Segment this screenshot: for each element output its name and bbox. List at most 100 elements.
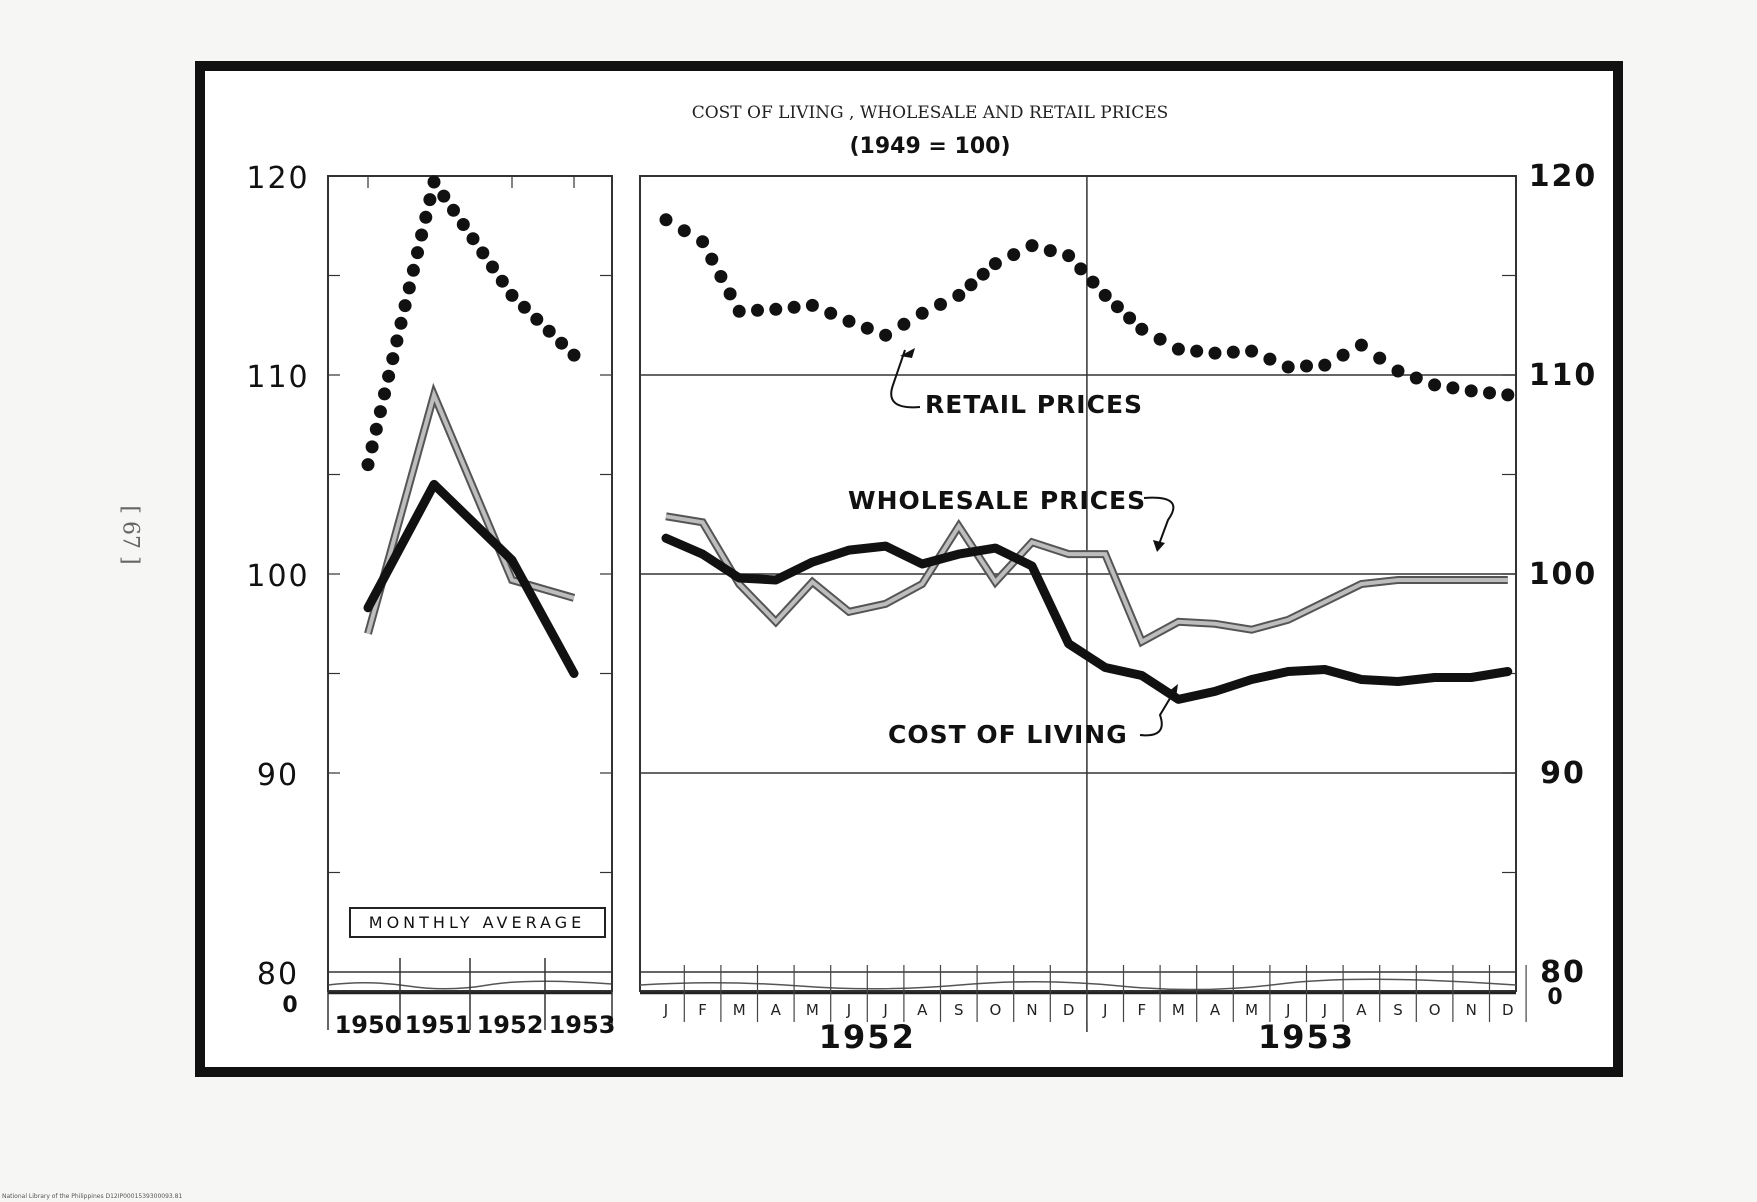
y-tick-label-right: 110	[1529, 358, 1598, 393]
y-zero-label-left: 0	[282, 993, 297, 1018]
y-tick-label-left: 110	[246, 360, 309, 395]
y-tick-label-left: 100	[246, 559, 309, 594]
month-label: J	[1322, 1001, 1327, 1019]
grid-layer	[327, 175, 1527, 1032]
annual-retail-dot	[373, 405, 387, 419]
monthly-retail-dot	[1171, 342, 1185, 356]
annual-retail-dot	[406, 263, 420, 277]
month-label: A	[1356, 1001, 1367, 1019]
retail-arrowhead	[900, 348, 915, 358]
annual-retail-dot	[382, 369, 396, 383]
monthly-retail-dot	[1501, 388, 1515, 402]
annual-retail-dot	[365, 440, 379, 454]
y-tick-label-right: 90	[1540, 756, 1586, 791]
month-label: N	[1466, 1001, 1477, 1019]
month-label: M	[1172, 1001, 1185, 1019]
monthly-retail-dot	[1464, 384, 1478, 398]
monthly-retail-dot	[1025, 239, 1039, 253]
retail-arrow	[890, 349, 921, 409]
annual-retail-dot	[411, 246, 424, 260]
monthly-retail-dot	[1226, 345, 1240, 359]
annual-retail-dot	[394, 316, 408, 330]
chart-title: COST OF LIVING , WHOLESALE AND RETAIL PR…	[692, 103, 1169, 123]
annual-retail-dot	[456, 218, 470, 231]
monthly-retail-dot	[842, 314, 856, 328]
annual-x-label: 1953	[549, 1011, 616, 1039]
monthly-retail-dot	[714, 270, 728, 283]
month-label: O	[1429, 1001, 1441, 1019]
monthly-retail-dot	[1391, 364, 1405, 378]
annual-retail-dot	[486, 260, 499, 274]
month-label: N	[1026, 1001, 1037, 1019]
month-label: A	[1210, 1001, 1221, 1019]
monthly-retail-dot	[769, 302, 783, 316]
month-label: J	[1285, 1001, 1290, 1019]
monthly-retail-dot	[723, 287, 737, 301]
annual-x-label: 1951	[405, 1011, 472, 1039]
monthly-retail-dot	[1190, 344, 1204, 358]
y-tick-label-right: 80	[1540, 955, 1586, 990]
annual-retail-dot	[402, 281, 416, 295]
month-label: D	[1502, 1001, 1514, 1019]
monthly-retail-dot	[1086, 275, 1100, 289]
annual-retail-dot	[567, 348, 581, 362]
monthly-retail-dot	[751, 303, 764, 317]
monthly-retail-dot	[1062, 249, 1076, 263]
monthly-retail-dot	[1007, 248, 1021, 262]
monthly-retail-dot	[824, 306, 838, 320]
wholesale-arrow	[1143, 496, 1175, 548]
footer-text: National Library of the Philippines D12I…	[2, 1193, 183, 1200]
annual-x-label: 1950	[335, 1011, 402, 1039]
wholesale-prices-annotation: WHOLESALE PRICES	[848, 486, 1146, 515]
wholesale-arrowhead	[1153, 540, 1165, 552]
monthly-cost-of-living-line	[661, 533, 1513, 704]
annual-retail-dot	[427, 175, 441, 189]
monthly-retail-dot	[1336, 348, 1350, 362]
chart-subtitle: (1949 = 100)	[849, 134, 1010, 159]
month-label: F	[698, 1001, 707, 1019]
cost-arrow	[1139, 689, 1176, 737]
month-label: S	[1393, 1001, 1403, 1019]
monthly-retail-dot	[964, 278, 978, 292]
series-layer	[361, 175, 1515, 704]
year-label: 1953	[1258, 1018, 1355, 1056]
annual-cost-of-living-line	[363, 479, 579, 678]
monthly-retail-dot	[1263, 352, 1277, 366]
monthly-break-wave	[639, 978, 1517, 991]
cost-arrowhead	[1168, 684, 1178, 698]
annual-retail-dot	[378, 387, 391, 401]
month-label: J	[846, 1001, 851, 1019]
monthly-retail-dot	[732, 304, 746, 318]
monthly-retail-dot	[1428, 378, 1442, 392]
annual-retail-dot	[530, 312, 544, 326]
monthly-retail-dot	[1483, 386, 1496, 400]
annual-retail-dot	[423, 193, 437, 207]
monthly-panel	[639, 175, 1517, 992]
month-label: A	[917, 1001, 928, 1019]
year-label: 1952	[819, 1018, 916, 1056]
monthly-retail-dot	[1409, 371, 1423, 385]
annual-retail-dot	[447, 203, 460, 217]
monthly-average-box	[349, 907, 606, 938]
monthly-retail-dot	[1245, 344, 1259, 358]
annual-retail-dot	[437, 189, 451, 203]
annual-x-label: 1952	[477, 1011, 544, 1039]
monthly-retail-dot	[1208, 346, 1222, 360]
monthly-retail-dot	[879, 328, 893, 342]
monthly-retail-dot	[1043, 244, 1057, 258]
monthly-retail-dot	[696, 235, 710, 249]
annual-retail-dot	[495, 274, 509, 288]
annual-retail-dot	[390, 334, 404, 348]
monthly-wholesale-line-inner	[665, 514, 1508, 645]
monthly-average-label: MONTHLY AVERAGE	[369, 913, 585, 932]
annual-retail-dot	[476, 246, 490, 260]
monthly-retail-dot	[1281, 360, 1295, 374]
retail-prices-annotation: RETAIL PRICES	[925, 390, 1143, 419]
monthly-retail-dot	[988, 257, 1002, 271]
monthly-retail-dot	[805, 298, 819, 312]
monthly-retail-dot	[677, 224, 691, 238]
month-label: D	[1063, 1001, 1075, 1019]
annual-retail-dot	[419, 210, 433, 224]
